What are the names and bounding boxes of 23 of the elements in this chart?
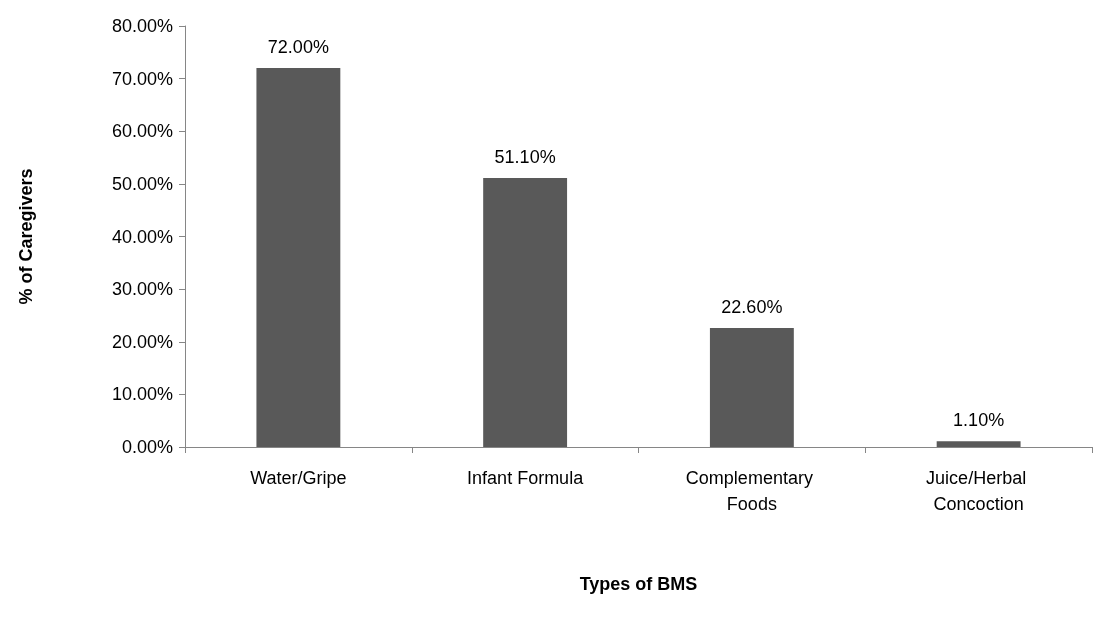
y-tick-label: 50.00% <box>111 173 173 194</box>
x-tick-label: Water/Gripe <box>250 468 347 488</box>
y-tick-label: 70.00% <box>111 68 173 89</box>
y-tick-label: 10.00% <box>111 384 173 405</box>
x-axis-title: Types of BMS <box>579 574 698 594</box>
y-tick-label: 40.00% <box>111 226 173 247</box>
bar <box>256 68 341 447</box>
y-tick-label: 0.00% <box>121 437 173 457</box>
x-tick-label: Juice/Herbal Concoction <box>926 468 1032 514</box>
bar <box>709 328 794 447</box>
y-tick-label: 30.00% <box>111 279 173 300</box>
y-axis-title: % of Caregivers <box>16 168 36 305</box>
bar <box>936 441 1021 447</box>
y-tick-label: 80.00% <box>111 16 173 36</box>
y-tick-label: 60.00% <box>111 121 173 142</box>
data-label: 1.10% <box>953 410 1005 431</box>
x-tick-label: Complementary Foods <box>685 468 818 514</box>
data-label: 51.10% <box>494 147 556 168</box>
x-tick-label: Infant Formula <box>467 468 585 488</box>
data-label: 22.60% <box>721 297 783 318</box>
bar <box>483 178 568 447</box>
y-tick-label: 20.00% <box>111 331 173 352</box>
data-label: 72.00% <box>267 37 329 58</box>
